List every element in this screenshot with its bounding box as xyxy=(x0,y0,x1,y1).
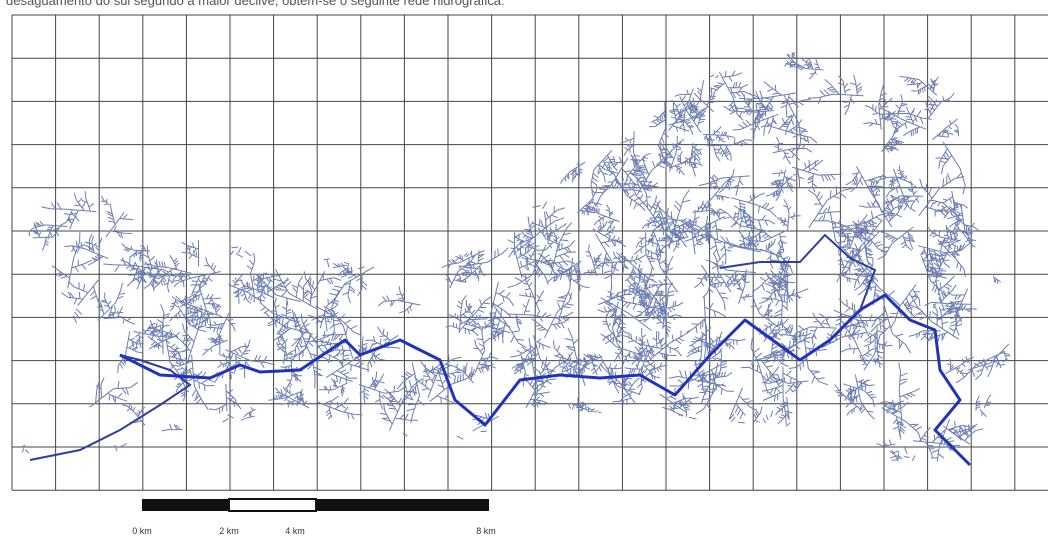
scale-label: 0 km xyxy=(132,526,152,536)
caption: desaguamento do sul segundo a maior decl… xyxy=(6,0,505,8)
scale-label: 2 km xyxy=(219,526,239,536)
map: desaguamento do sul segundo a maior decl… xyxy=(0,0,1048,540)
scale-label: 4 km xyxy=(285,526,305,536)
scale-segment xyxy=(142,499,229,511)
scale-segment xyxy=(229,499,316,511)
background xyxy=(0,0,1048,540)
scale-label: 8 km xyxy=(476,526,496,536)
scale-segment xyxy=(316,499,489,511)
